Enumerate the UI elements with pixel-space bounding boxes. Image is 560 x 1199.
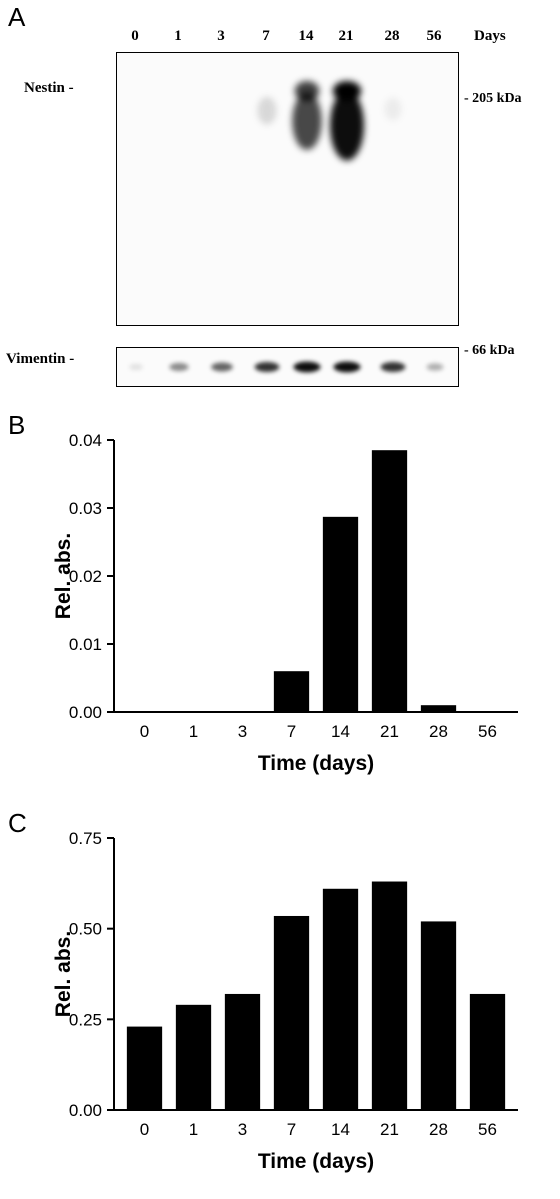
- vimentin-marker-label: - 66 kDa: [464, 343, 515, 358]
- chart-c-xtick-label-0: 0: [140, 1120, 149, 1139]
- chart-c-x-axis-label: Time (days): [258, 1150, 374, 1173]
- chart-b-x-axis-label: Time (days): [258, 752, 374, 775]
- chart-c-bar-1: [175, 1004, 212, 1110]
- chart-c-bar-56: [469, 993, 506, 1110]
- vimentin-bands-svg: [129, 361, 444, 373]
- chart-c-xtick-label-28: 28: [429, 1120, 448, 1139]
- vimentin-band-56: [426, 363, 444, 371]
- chart-b-ytick-label: 0.04: [69, 431, 102, 450]
- chart-b-xtick-label-1: 1: [189, 722, 198, 741]
- chart-b-xtick-label-7: 7: [287, 722, 296, 741]
- chart-b-bar-7: [273, 671, 310, 712]
- vimentin-blot: [116, 347, 459, 387]
- chart-b-xtick-label-14: 14: [331, 722, 350, 741]
- lane-label-14: 14: [298, 28, 314, 44]
- chart-b-xtick-label-21: 21: [380, 722, 399, 741]
- lane-label-56: 56: [426, 28, 442, 44]
- chart-b-bar-21: [371, 450, 408, 712]
- panel-b-letter: B: [8, 410, 26, 440]
- chart-c-xtick-label-21: 21: [380, 1120, 399, 1139]
- chart-c-xtick-label-56: 56: [478, 1120, 497, 1139]
- lane-label-3: 3: [217, 28, 225, 44]
- chart-b-ytick-label: 0.01: [69, 635, 102, 654]
- chart-c-bar-28: [420, 921, 457, 1110]
- lane-label-0: 0: [131, 28, 139, 44]
- chart-c-bar-7: [273, 915, 310, 1110]
- vimentin-label: Vimentin -: [6, 351, 75, 367]
- vimentin-band-1: [169, 362, 189, 372]
- chart-b-bar-14: [322, 516, 359, 712]
- panel-c-letter: C: [8, 808, 27, 838]
- vimentin-band-21: [333, 361, 361, 373]
- chart-c-bar-14: [322, 888, 359, 1110]
- chart-c-ytick-label: 0.25: [69, 1010, 102, 1029]
- lane-label-28: 28: [384, 28, 400, 44]
- panel-a-letter: A: [8, 2, 26, 32]
- chart-b-ytick-label: 0.00: [69, 703, 102, 722]
- lane-label-21: 21: [338, 28, 354, 44]
- chart-b: 0.00 0.01 0.02 0.03 0.04 0 1 3 7 14 21 28 56 Time (da…: [52, 431, 518, 775]
- vimentin-band-14: [293, 361, 321, 373]
- nestin-marker-label: - 205 kDa: [464, 91, 522, 106]
- chart-c-y-axis-label: Rel. abs.: [52, 931, 75, 1017]
- nestin-label: Nestin -: [24, 80, 74, 96]
- chart-b-xtick-label-3: 3: [238, 722, 247, 741]
- vimentin-band-7: [254, 362, 280, 372]
- chart-b-xtick-label-0: 0: [140, 722, 149, 741]
- chart-c-bar-0: [126, 1026, 163, 1110]
- chart-b-xtick-label-28: 28: [429, 722, 448, 741]
- nestin-band-28: [384, 97, 402, 121]
- chart-b-bar-28: [420, 705, 457, 712]
- lanes-unit-label: Days: [474, 28, 506, 44]
- vimentin-band-0: [129, 363, 143, 371]
- chart-b-ytick-label: 0.03: [69, 499, 102, 518]
- lane-label-7: 7: [262, 28, 270, 44]
- nestin-band-14: [292, 81, 322, 150]
- vimentin-band-3: [211, 362, 233, 372]
- chart-c-xtick-label-14: 14: [331, 1120, 350, 1139]
- chart-c-ytick-label: 0.75: [69, 829, 102, 848]
- lane-label-1: 1: [174, 28, 182, 44]
- chart-c-xtick-label-1: 1: [189, 1120, 198, 1139]
- nestin-blot: [116, 52, 459, 326]
- nestin-bands-svg: [257, 81, 402, 161]
- chart-b-xtick-label-56: 56: [478, 722, 497, 741]
- nestin-band-7: [257, 96, 277, 125]
- chart-c-ytick-label: 0.50: [69, 920, 102, 939]
- chart-c-xtick-label-3: 3: [238, 1120, 247, 1139]
- chart-b-y-axis-label: Rel. abs.: [52, 533, 75, 619]
- chart-c-bar-3: [224, 993, 261, 1110]
- chart-c-bar-21: [371, 881, 408, 1110]
- chart-c-xtick-label-7: 7: [287, 1120, 296, 1139]
- vimentin-band-28: [380, 362, 406, 372]
- chart-b-ytick-label: 0.02: [69, 567, 102, 586]
- nestin-band-21: [330, 81, 364, 161]
- chart-c-ytick-label: 0.00: [69, 1101, 102, 1120]
- chart-c: 0.00 0.25 0.50 0.75 0 1 3 7 14 21 28 56 Time (days) R…: [52, 829, 518, 1173]
